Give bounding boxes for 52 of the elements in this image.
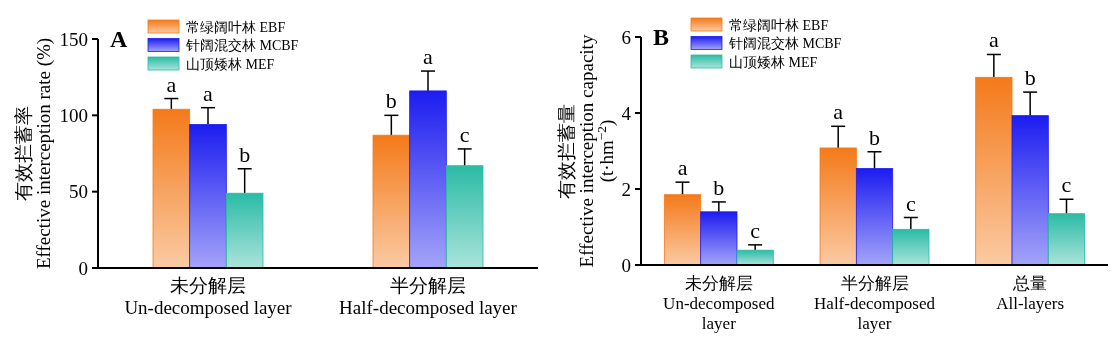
- legend-label: 常绿阔叶林 EBF: [729, 17, 829, 33]
- y-tick-label: 6: [621, 26, 631, 48]
- bar: [663, 194, 702, 266]
- annotation: b: [239, 141, 251, 167]
- bar: [892, 228, 930, 266]
- annotation: c: [1061, 172, 1072, 198]
- y-tick-label: 4: [621, 102, 632, 124]
- y-tick-label: 2: [621, 178, 631, 200]
- y-tick-label: 100: [59, 104, 88, 126]
- bar: [1047, 213, 1086, 266]
- annotation: a: [423, 44, 434, 70]
- y-tick-label: 0: [78, 257, 88, 279]
- annotation: b: [869, 124, 880, 150]
- bar: [152, 108, 191, 269]
- legend-label: 山顶矮林 MEF: [186, 56, 275, 72]
- annotation: a: [833, 99, 844, 125]
- annotation: a: [166, 71, 177, 97]
- bar: [372, 134, 411, 269]
- bar: [225, 192, 264, 269]
- legend-label: 针阔混交林 MCBF: [185, 38, 299, 53]
- y-tick-label: 0: [621, 254, 631, 276]
- x-tick-label: 半分解层 Half-decomposed layer: [814, 274, 936, 333]
- bar: [855, 168, 894, 266]
- x-tick-label: 半分解层 Half-decomposed layer: [339, 275, 518, 318]
- annotation: c: [750, 217, 761, 243]
- annotation: c: [459, 121, 470, 147]
- chart-title: A: [110, 26, 128, 52]
- bar: [445, 165, 484, 269]
- annotation: b: [385, 88, 397, 114]
- legend-label: 针阔混交林 MCBF: [728, 36, 842, 51]
- annotation: b: [713, 174, 725, 200]
- annotation: b: [1024, 65, 1036, 91]
- bar: [1011, 115, 1049, 266]
- annotation: c: [905, 190, 916, 216]
- x-tick-label: 未分解层 Un-decomposed layer: [663, 274, 776, 333]
- annotation: a: [988, 27, 999, 53]
- y-tick-label: 150: [59, 28, 88, 50]
- legend-label: 山顶矮林 MEF: [729, 54, 818, 70]
- bar: [736, 249, 774, 266]
- legend-label: 常绿阔叶林 EBF: [186, 19, 286, 35]
- chart-title: B: [653, 24, 670, 50]
- bar: [189, 124, 227, 269]
- x-tick-label: 总量 All-layers: [996, 274, 1065, 313]
- y-tick-label: 50: [69, 181, 88, 203]
- bar: [819, 147, 857, 266]
- x-tick-label: 未分解层 Un-decomposed layer: [124, 275, 293, 318]
- annotation: a: [677, 155, 688, 181]
- bar: [975, 76, 1013, 266]
- bar: [409, 90, 447, 269]
- annotation: a: [203, 80, 214, 106]
- bar: [700, 211, 738, 266]
- y-axis-title: 有效拦蓄率 Effective interception rate (%): [13, 37, 55, 270]
